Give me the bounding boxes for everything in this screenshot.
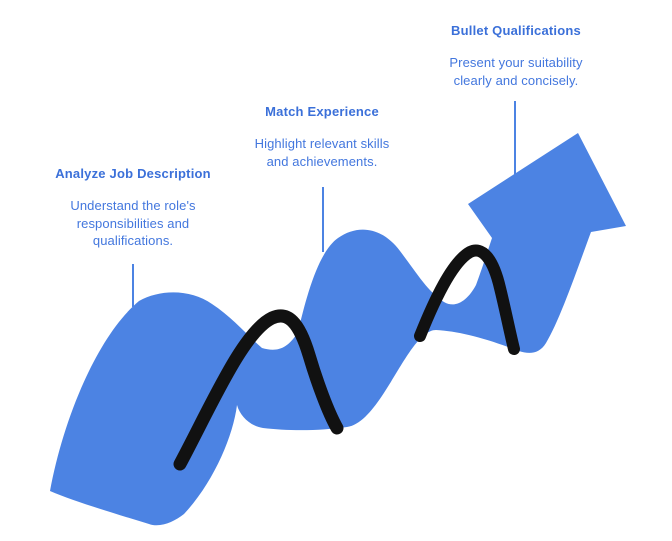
step-3-description: Present your suitability clearly and con… <box>449 55 583 88</box>
accent-wave-line-1 <box>173 309 344 471</box>
step-1: Analyze Job Description Understand the r… <box>28 166 238 250</box>
step-2-title: Match Experience <box>265 104 379 119</box>
step-1-title: Analyze Job Description <box>55 166 211 181</box>
step-2: Match Experience Highlight relevant skil… <box>217 104 427 170</box>
step-3-title: Bullet Qualifications <box>451 23 581 38</box>
step-1-description: Understand the role's responsibilities a… <box>70 198 196 248</box>
accent-wave-line-2 <box>414 244 520 355</box>
step-2-description: Highlight relevant skills and achievemen… <box>254 136 390 169</box>
step-3: Bullet Qualifications Present your suita… <box>411 23 621 89</box>
